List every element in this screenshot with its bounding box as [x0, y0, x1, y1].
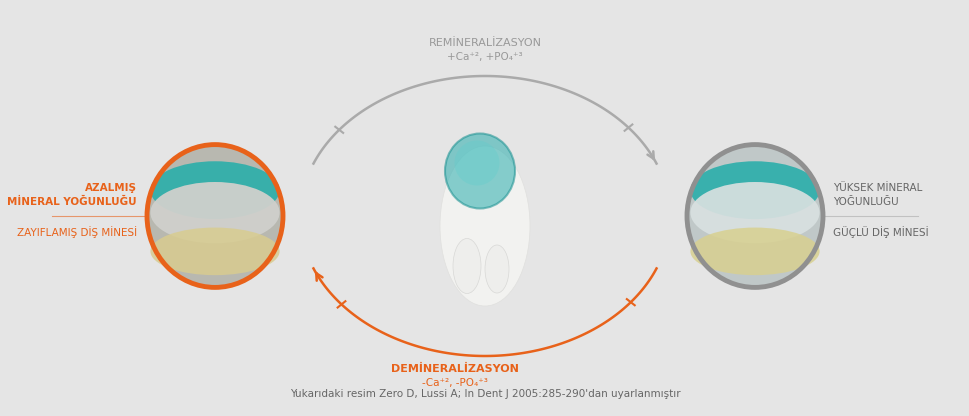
Ellipse shape	[686, 145, 822, 287]
Text: GÜÇLÜ DİŞ MİNESİ: GÜÇLÜ DİŞ MİNESİ	[832, 226, 927, 238]
Text: YÜKSEK MİNERAL: YÜKSEK MİNERAL	[832, 183, 922, 193]
Text: YOĞUNLUĞU: YOĞUNLUĞU	[832, 197, 897, 207]
Ellipse shape	[150, 161, 279, 219]
Ellipse shape	[147, 145, 283, 287]
Ellipse shape	[454, 141, 499, 186]
Text: Yukarıdaki resim Zero D, Lussi A; In Dent J 2005:285-290'dan uyarlanmıştır: Yukarıdaki resim Zero D, Lussi A; In Den…	[290, 389, 679, 399]
Text: -Ca⁺², -PO₄⁺³: -Ca⁺², -PO₄⁺³	[422, 378, 487, 388]
Ellipse shape	[690, 228, 819, 275]
Ellipse shape	[453, 238, 481, 294]
Text: ZAYIFLAMIŞ DİŞ MİNESİ: ZAYIFLAMIŞ DİŞ MİNESİ	[16, 226, 137, 238]
Ellipse shape	[150, 228, 279, 275]
Text: MİNERAL YOĞUNLUĞU: MİNERAL YOĞUNLUĞU	[8, 197, 137, 207]
Ellipse shape	[445, 134, 515, 208]
Text: AZALMIŞ: AZALMIŞ	[85, 183, 137, 193]
Ellipse shape	[690, 161, 819, 219]
Text: REMİNERALİZASYON: REMİNERALİZASYON	[428, 38, 541, 48]
Ellipse shape	[484, 245, 509, 293]
Ellipse shape	[440, 146, 529, 306]
Ellipse shape	[150, 182, 279, 243]
Text: +Ca⁺², +PO₄⁺³: +Ca⁺², +PO₄⁺³	[447, 52, 522, 62]
Text: DEMİNERALİZASYON: DEMİNERALİZASYON	[391, 364, 518, 374]
Ellipse shape	[690, 182, 819, 243]
